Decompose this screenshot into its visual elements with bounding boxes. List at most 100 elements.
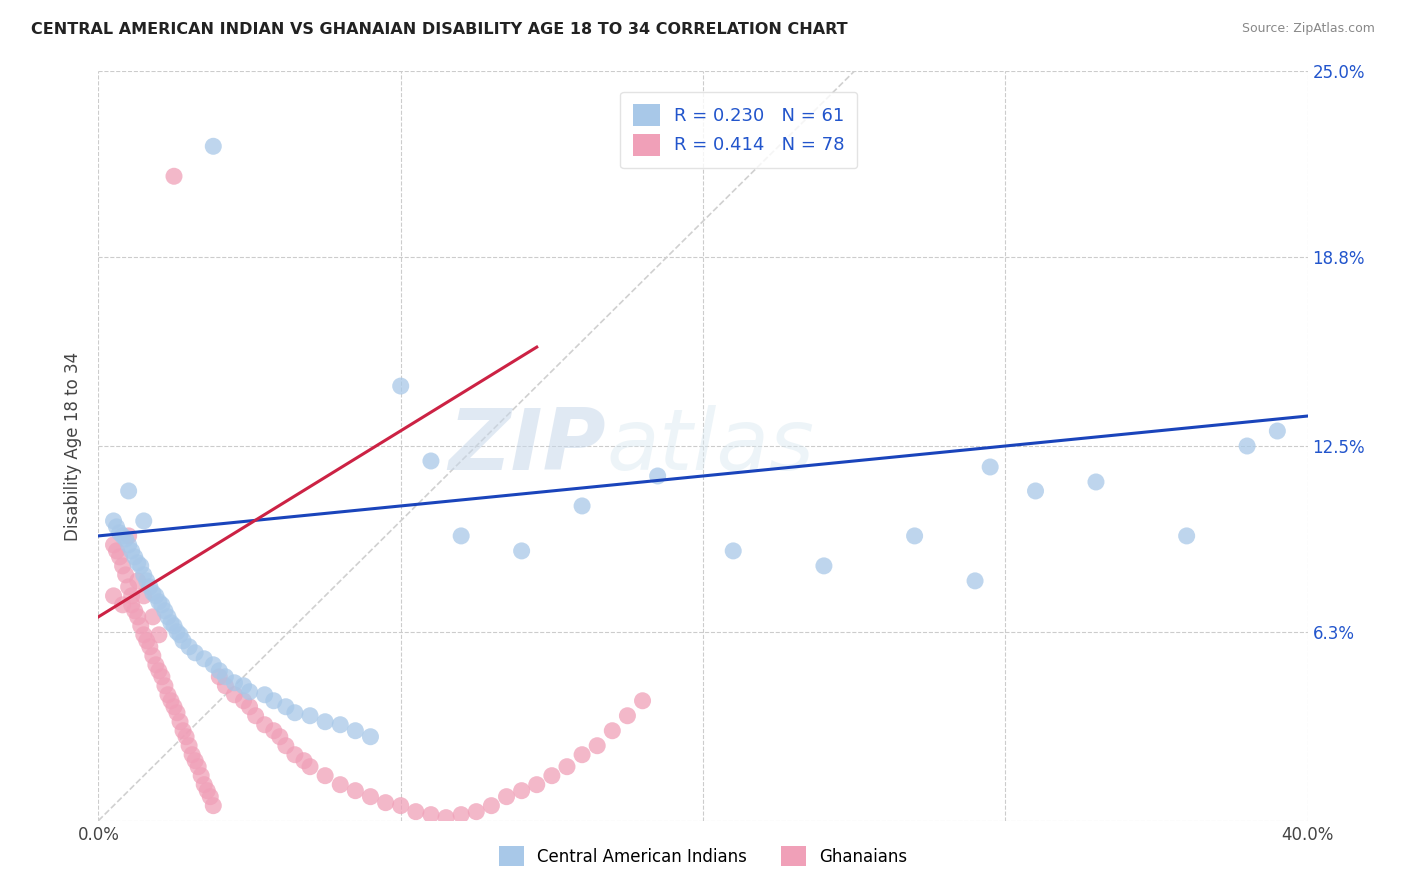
Point: [132, 589, 155, 603]
Point: [172, 633, 194, 648]
Point: [269, 730, 291, 744]
Point: [129, 619, 152, 633]
Point: [344, 723, 367, 738]
Point: [163, 169, 186, 184]
Point: [124, 549, 146, 564]
Point: [124, 604, 146, 618]
Point: [214, 670, 236, 684]
Point: [103, 538, 125, 552]
Point: [142, 648, 165, 663]
Point: [1085, 475, 1108, 489]
Point: [202, 139, 225, 153]
Point: [111, 529, 134, 543]
Point: [105, 544, 128, 558]
Point: [108, 525, 131, 540]
Point: [111, 598, 134, 612]
Point: [202, 798, 225, 813]
Point: [156, 610, 179, 624]
Point: [118, 483, 141, 498]
Point: [510, 544, 533, 558]
Point: [555, 760, 578, 774]
Point: [121, 544, 143, 558]
Point: [148, 628, 170, 642]
Point: [135, 633, 157, 648]
Legend: Central American Indians, Ghanaians: Central American Indians, Ghanaians: [491, 838, 915, 875]
Point: [145, 589, 167, 603]
Point: [374, 796, 396, 810]
Point: [202, 657, 225, 672]
Point: [245, 708, 267, 723]
Point: [239, 699, 262, 714]
Point: [571, 499, 593, 513]
Point: [314, 714, 336, 729]
Point: [1267, 424, 1289, 438]
Point: [166, 624, 188, 639]
Point: [284, 747, 307, 762]
Point: [103, 589, 125, 603]
Point: [127, 556, 149, 570]
Point: [510, 783, 533, 797]
Point: [253, 688, 276, 702]
Point: [160, 615, 183, 630]
Point: [156, 688, 179, 702]
Point: [540, 769, 562, 783]
Point: [239, 685, 262, 699]
Point: [114, 567, 136, 582]
Point: [299, 760, 322, 774]
Legend: R = 0.230   N = 61, R = 0.414   N = 78: R = 0.230 N = 61, R = 0.414 N = 78: [620, 92, 858, 169]
Text: ZIP: ZIP: [449, 404, 606, 488]
Point: [163, 699, 186, 714]
Point: [190, 769, 212, 783]
Text: CENTRAL AMERICAN INDIAN VS GHANAIAN DISABILITY AGE 18 TO 34 CORRELATION CHART: CENTRAL AMERICAN INDIAN VS GHANAIAN DISA…: [31, 22, 848, 37]
Point: [108, 549, 131, 564]
Point: [481, 798, 503, 813]
Point: [723, 544, 745, 558]
Text: Source: ZipAtlas.com: Source: ZipAtlas.com: [1241, 22, 1375, 36]
Point: [434, 811, 457, 825]
Point: [169, 714, 191, 729]
Point: [145, 657, 167, 672]
Point: [153, 604, 176, 618]
Point: [389, 379, 412, 393]
Point: [526, 778, 548, 792]
Point: [181, 747, 204, 762]
Point: [1024, 483, 1046, 498]
Point: [132, 567, 155, 582]
Point: [139, 640, 162, 654]
Point: [647, 469, 669, 483]
Point: [118, 580, 141, 594]
Point: [631, 694, 654, 708]
Point: [813, 558, 835, 573]
Point: [208, 670, 231, 684]
Point: [224, 688, 246, 702]
Point: [274, 739, 297, 753]
Point: [495, 789, 517, 804]
Point: [160, 694, 183, 708]
Point: [121, 598, 143, 612]
Point: [139, 580, 162, 594]
Point: [148, 595, 170, 609]
Point: [118, 529, 141, 543]
Point: [263, 723, 285, 738]
Point: [166, 706, 188, 720]
Point: [586, 739, 609, 753]
Point: [465, 805, 488, 819]
Point: [405, 805, 427, 819]
Point: [214, 679, 236, 693]
Point: [114, 532, 136, 546]
Point: [195, 783, 218, 797]
Point: [616, 708, 638, 723]
Point: [153, 679, 176, 693]
Point: [150, 598, 173, 612]
Point: [360, 789, 382, 804]
Point: [193, 778, 215, 792]
Point: [179, 739, 201, 753]
Point: [232, 679, 254, 693]
Point: [132, 628, 155, 642]
Point: [420, 454, 443, 468]
Text: atlas: atlas: [606, 404, 814, 488]
Point: [329, 717, 352, 731]
Y-axis label: Disability Age 18 to 34: Disability Age 18 to 34: [65, 351, 83, 541]
Point: [263, 694, 285, 708]
Point: [450, 807, 472, 822]
